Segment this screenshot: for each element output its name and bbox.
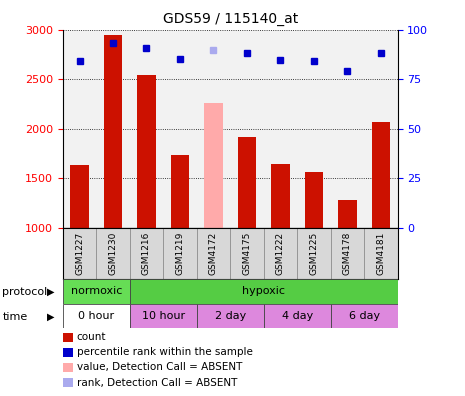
Text: percentile rank within the sample: percentile rank within the sample — [77, 347, 252, 358]
Bar — [130, 279, 398, 304]
Text: 10 hour: 10 hour — [142, 311, 185, 321]
Text: time: time — [2, 312, 27, 322]
Text: rank, Detection Call = ABSENT: rank, Detection Call = ABSENT — [77, 377, 237, 388]
Bar — [331, 304, 398, 328]
Bar — [163, 228, 197, 279]
Text: ▶: ▶ — [46, 287, 54, 297]
Text: count: count — [77, 332, 106, 343]
Text: GSM4172: GSM4172 — [209, 232, 218, 275]
Text: hypoxic: hypoxic — [242, 286, 285, 297]
Text: GSM1222: GSM1222 — [276, 232, 285, 275]
Text: normoxic: normoxic — [71, 286, 122, 297]
Text: GSM1227: GSM1227 — [75, 232, 84, 275]
Text: value, Detection Call = ABSENT: value, Detection Call = ABSENT — [77, 362, 242, 373]
Bar — [297, 228, 331, 279]
Text: 4 day: 4 day — [281, 311, 313, 321]
Bar — [364, 228, 398, 279]
Bar — [137, 75, 156, 228]
Bar — [238, 137, 256, 228]
Bar — [130, 304, 197, 328]
Bar — [230, 228, 264, 279]
Bar — [63, 304, 130, 328]
Bar — [305, 172, 323, 228]
Bar — [63, 228, 96, 279]
Text: GSM1225: GSM1225 — [309, 232, 319, 275]
Text: GSM4178: GSM4178 — [343, 232, 352, 275]
Text: protocol: protocol — [2, 287, 47, 297]
Text: GSM4175: GSM4175 — [242, 232, 252, 275]
Text: GSM4181: GSM4181 — [376, 232, 385, 275]
Bar — [264, 228, 297, 279]
Text: ▶: ▶ — [46, 312, 54, 322]
Bar — [171, 155, 189, 228]
Bar — [96, 228, 130, 279]
Text: 2 day: 2 day — [214, 311, 246, 321]
Bar — [70, 166, 89, 228]
Bar — [331, 228, 364, 279]
Bar — [104, 34, 122, 228]
Bar — [63, 279, 130, 304]
Bar — [130, 228, 163, 279]
Bar — [338, 200, 357, 228]
Bar — [271, 164, 290, 228]
Title: GDS59 / 115140_at: GDS59 / 115140_at — [163, 12, 298, 26]
Bar — [204, 103, 223, 228]
Bar — [197, 304, 264, 328]
Text: 6 day: 6 day — [349, 311, 379, 321]
Text: GSM1216: GSM1216 — [142, 232, 151, 275]
Text: GSM1219: GSM1219 — [175, 232, 185, 275]
Text: 0 hour: 0 hour — [78, 311, 114, 321]
Bar — [372, 122, 390, 228]
Bar — [197, 228, 230, 279]
Bar — [264, 304, 331, 328]
Text: GSM1230: GSM1230 — [108, 232, 118, 275]
